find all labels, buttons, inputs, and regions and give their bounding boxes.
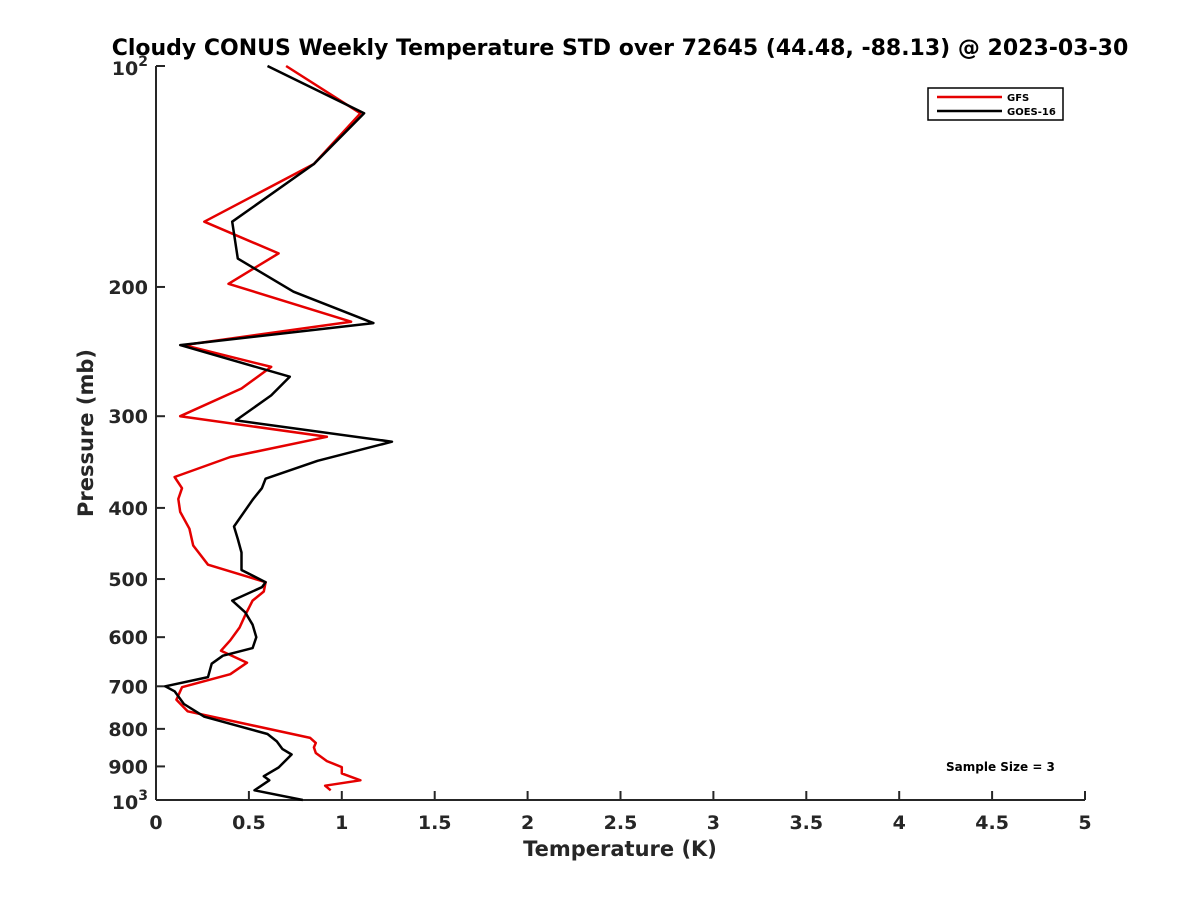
series-layer [164, 64, 394, 802]
y-tick-label: 800 [108, 719, 148, 741]
y-tick-label: 900 [108, 756, 148, 778]
y-tick-label: 102 [112, 54, 148, 80]
series-line-goes16 [164, 64, 394, 802]
y-tick-label: 300 [108, 406, 148, 428]
x-tick-label: 1 [335, 812, 348, 834]
axes: 0 0.5 1 1.5 2 2.5 3 3.5 4 4.5 5 102 200 300 400 500 600 7… [108, 54, 1091, 834]
x-tick-label: 2 [521, 812, 534, 834]
x-tick-label: 4 [893, 812, 906, 834]
chart-title: Cloudy CONUS Weekly Temperature STD over… [112, 36, 1129, 61]
y-tick-label: 600 [108, 627, 148, 649]
y-tick-label: 700 [108, 676, 148, 698]
x-tick-label: 0 [149, 812, 162, 834]
y-tick-label: 400 [108, 498, 148, 520]
x-axis-label: Temperature (K) [523, 837, 717, 861]
x-tick-label: 5 [1078, 812, 1091, 834]
x-tick-label: 0.5 [232, 812, 266, 834]
x-tick-label: 3 [707, 812, 720, 834]
y-tick-label: 500 [108, 569, 148, 591]
x-tick-label: 1.5 [418, 812, 452, 834]
series-line-gfs [173, 64, 362, 792]
y-axis-label: Pressure (mb) [74, 349, 98, 517]
y-tick-label: 103 [112, 788, 148, 814]
x-tick-label: 4.5 [975, 812, 1009, 834]
legend-label-goes16: GOES-16 [1007, 107, 1056, 118]
sample-size-annotation: Sample Size = 3 [946, 760, 1055, 774]
x-tick-label: 3.5 [789, 812, 823, 834]
y-tick-label: 200 [108, 277, 148, 299]
legend-label-gfs: GFS [1007, 93, 1029, 104]
legend-box [927, 87, 1064, 121]
legend: GFS GOES-16 [927, 87, 1064, 121]
x-tick-label: 2.5 [604, 812, 638, 834]
